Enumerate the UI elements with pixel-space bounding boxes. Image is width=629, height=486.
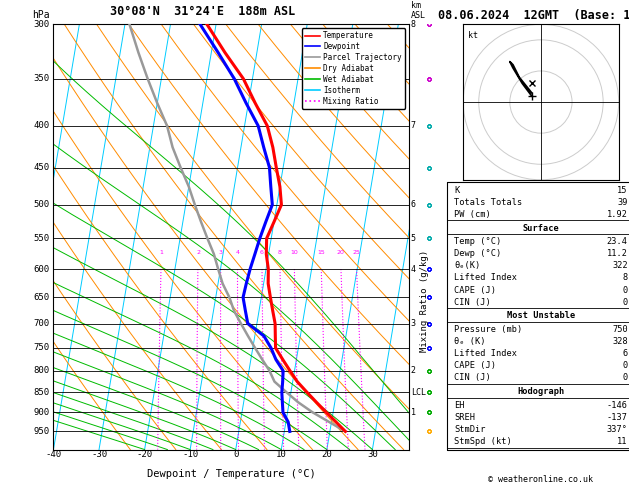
Text: -137: -137: [607, 413, 628, 422]
Text: 2: 2: [411, 366, 416, 375]
Text: Totals Totals: Totals Totals: [454, 198, 523, 207]
Text: 328: 328: [612, 337, 628, 347]
Text: Hodograph: Hodograph: [517, 387, 565, 396]
Text: 3: 3: [219, 250, 223, 255]
Text: 950: 950: [33, 427, 49, 436]
Text: 20: 20: [337, 250, 345, 255]
Text: 23.4: 23.4: [607, 237, 628, 246]
Text: 650: 650: [33, 293, 49, 302]
Text: θₑ (K): θₑ (K): [454, 337, 486, 347]
Text: 2: 2: [196, 250, 200, 255]
Text: 1: 1: [411, 408, 416, 417]
Text: 700: 700: [33, 319, 49, 328]
Text: 450: 450: [33, 163, 49, 172]
Text: 900: 900: [33, 408, 49, 417]
Text: 850: 850: [33, 388, 49, 397]
Text: LCL: LCL: [411, 388, 426, 397]
Text: K: K: [454, 186, 459, 194]
Text: hPa: hPa: [32, 10, 50, 20]
X-axis label: Dewpoint / Temperature (°C): Dewpoint / Temperature (°C): [147, 469, 316, 479]
Text: 4: 4: [411, 264, 416, 274]
Text: 1.92: 1.92: [607, 209, 628, 219]
Text: 3: 3: [411, 319, 416, 328]
Text: © weatheronline.co.uk: © weatheronline.co.uk: [489, 474, 593, 484]
Text: 10: 10: [276, 450, 287, 459]
Text: θₑ(K): θₑ(K): [454, 261, 481, 270]
Text: Temp (°C): Temp (°C): [454, 237, 501, 246]
Text: 6: 6: [411, 200, 416, 209]
Text: Dewp (°C): Dewp (°C): [454, 249, 501, 259]
Text: km
ASL: km ASL: [411, 1, 426, 20]
Text: 1: 1: [159, 250, 163, 255]
Text: 0: 0: [233, 450, 238, 459]
Text: Pressure (mb): Pressure (mb): [454, 325, 523, 334]
Text: EH: EH: [454, 401, 465, 410]
Text: 7: 7: [411, 122, 416, 130]
Text: 30: 30: [367, 450, 378, 459]
Text: 750: 750: [612, 325, 628, 334]
Text: 10: 10: [291, 250, 298, 255]
Text: 11: 11: [617, 437, 628, 446]
Text: 15: 15: [317, 250, 325, 255]
Text: Surface: Surface: [523, 224, 559, 232]
Text: 800: 800: [33, 366, 49, 375]
Text: CAPE (J): CAPE (J): [454, 285, 496, 295]
Text: 400: 400: [33, 122, 49, 130]
Text: 4: 4: [235, 250, 240, 255]
Text: 0: 0: [623, 285, 628, 295]
Text: 5: 5: [411, 234, 416, 243]
Text: 0: 0: [623, 297, 628, 307]
Text: 15: 15: [617, 186, 628, 194]
Legend: Temperature, Dewpoint, Parcel Trajectory, Dry Adiabat, Wet Adiabat, Isotherm, Mi: Temperature, Dewpoint, Parcel Trajectory…: [302, 28, 405, 109]
Text: 6: 6: [260, 250, 264, 255]
Text: StmDir: StmDir: [454, 425, 486, 434]
Text: CIN (J): CIN (J): [454, 297, 491, 307]
Text: Lifted Index: Lifted Index: [454, 274, 517, 282]
Text: 0: 0: [623, 373, 628, 382]
Text: 8: 8: [278, 250, 282, 255]
Text: 08.06.2024  12GMT  (Base: 18): 08.06.2024 12GMT (Base: 18): [438, 9, 629, 22]
Text: -40: -40: [45, 450, 62, 459]
Text: kt: kt: [468, 31, 478, 39]
Text: StmSpd (kt): StmSpd (kt): [454, 437, 512, 446]
Text: 25: 25: [352, 250, 360, 255]
Text: 337°: 337°: [607, 425, 628, 434]
Text: 0: 0: [623, 362, 628, 370]
Text: 350: 350: [33, 74, 49, 83]
Text: 11.2: 11.2: [607, 249, 628, 259]
Text: 300: 300: [33, 20, 49, 29]
Text: 500: 500: [33, 200, 49, 209]
Text: Lifted Index: Lifted Index: [454, 349, 517, 358]
Text: Most Unstable: Most Unstable: [507, 312, 575, 320]
Text: -20: -20: [136, 450, 153, 459]
Text: 750: 750: [33, 344, 49, 352]
Text: 8: 8: [411, 20, 416, 29]
Text: 550: 550: [33, 234, 49, 243]
Text: CIN (J): CIN (J): [454, 373, 491, 382]
Text: 6: 6: [623, 349, 628, 358]
Text: 322: 322: [612, 261, 628, 270]
Text: -10: -10: [182, 450, 198, 459]
Text: 600: 600: [33, 264, 49, 274]
Text: -146: -146: [607, 401, 628, 410]
Text: -30: -30: [91, 450, 107, 459]
Text: Mixing Ratio (g/kg): Mixing Ratio (g/kg): [420, 250, 429, 352]
Text: 39: 39: [617, 198, 628, 207]
Text: 20: 20: [321, 450, 332, 459]
Text: SREH: SREH: [454, 413, 475, 422]
Text: PW (cm): PW (cm): [454, 209, 491, 219]
Text: 8: 8: [623, 274, 628, 282]
Text: 30°08'N  31°24'E  188m ASL: 30°08'N 31°24'E 188m ASL: [110, 5, 296, 18]
Text: CAPE (J): CAPE (J): [454, 362, 496, 370]
